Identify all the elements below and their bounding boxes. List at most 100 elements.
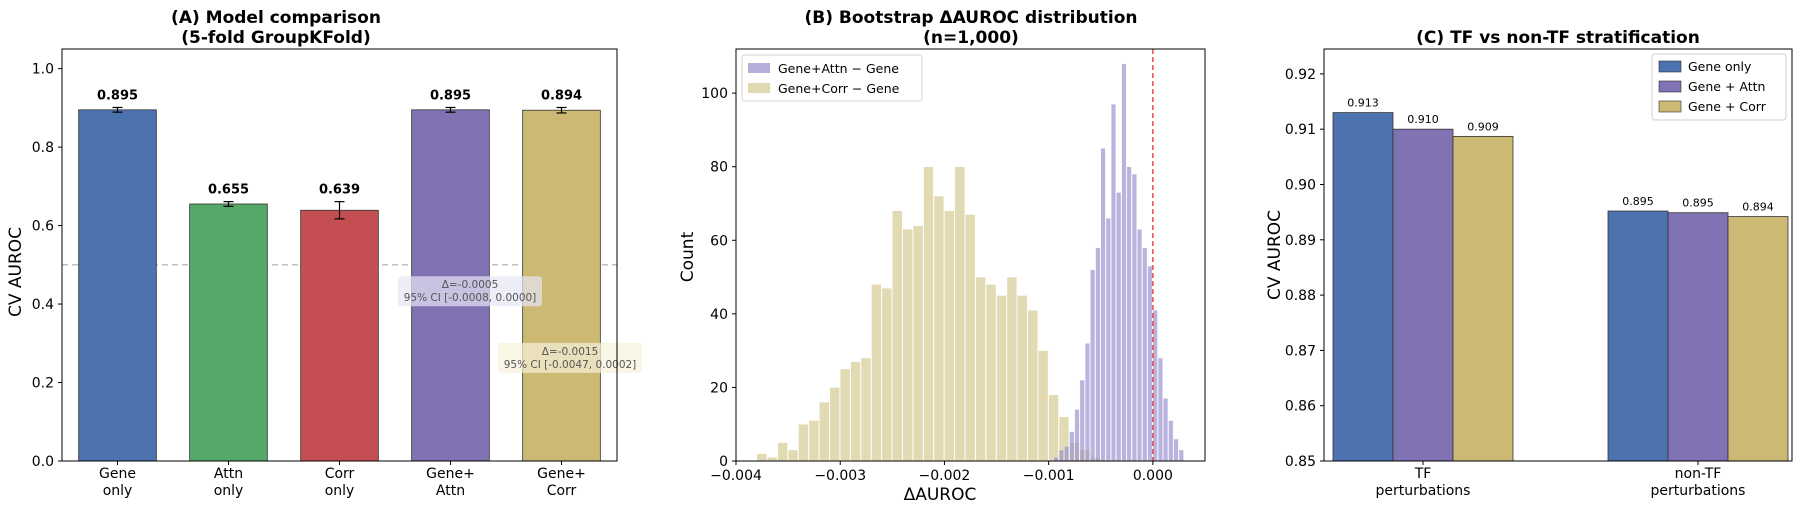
- panel-c-x-tick-label: TF: [1414, 466, 1432, 482]
- panel-c-value-label: 0.909: [1467, 120, 1499, 133]
- panel-b-x-tick-label: 0.000: [1133, 468, 1173, 484]
- panel-b-hist-bar: [1126, 166, 1132, 462]
- panel-c-legend-label: Gene + Attn: [1688, 79, 1765, 94]
- panel-a-value-label: 0.894: [541, 88, 582, 103]
- panel-c-legend-swatch: [1658, 100, 1682, 113]
- panel-c-legend: Gene only Gene + Attn Gene + Corr: [1651, 53, 1787, 121]
- panel-c-x-tick-label: perturbations: [1651, 483, 1746, 499]
- panel-c-value-label: 0.913: [1347, 97, 1379, 110]
- panel-a-bar: [78, 109, 157, 462]
- panel-b-hist-bar: [808, 420, 819, 462]
- panel-b-hist-bar: [1006, 276, 1018, 462]
- panel-b-hist-bar: [933, 195, 945, 462]
- panel-b-hist-bar: [829, 387, 840, 462]
- panel-a-x-tick-label: only: [325, 483, 355, 499]
- panel-c-legend-swatch: [1658, 60, 1682, 73]
- panel-b-hist-bar: [756, 453, 767, 462]
- panel-c-y-tick-label: 0.92: [1285, 67, 1316, 83]
- panel-b-hist-bar: [1064, 446, 1070, 462]
- panel-b-hist-bar: [1131, 173, 1137, 462]
- panel-b-hist-bar: [1173, 438, 1179, 462]
- panel-b-hist-bar: [923, 166, 934, 462]
- panel-b-hist-bar: [1163, 398, 1169, 462]
- panel-b-title: (B) Bootstrap ΔAUROC distribution: [804, 8, 1137, 28]
- panel-a-y-tick-label: 0.8: [32, 140, 54, 156]
- panel-b-hist-bar: [850, 361, 861, 462]
- panel-b-hist-bar: [954, 166, 965, 462]
- panel-c-y-tick-label: 0.90: [1285, 177, 1316, 193]
- panel-c-value-label: 0.910: [1407, 113, 1439, 126]
- panel-c-y-axis-label: CV AUROC: [1265, 210, 1285, 300]
- panel-a-y-tick-label: 1.0: [32, 62, 54, 78]
- panel-a-annotation-box: [398, 276, 542, 307]
- panel-b-hist-bar: [1157, 357, 1163, 462]
- panel-b-y-tick-label: 80: [710, 160, 728, 176]
- panel-b-hist-bar: [1110, 103, 1117, 462]
- panel-b-legend-box: [741, 54, 923, 102]
- panel-b-hist-bar: [1038, 350, 1049, 462]
- panel-a-x-tick-label: Attn: [436, 483, 465, 499]
- panel-a-annotation-box: [498, 342, 642, 373]
- panel-a-x-tick-label: Gene: [99, 466, 136, 482]
- panel-b-hist-bar: [912, 225, 924, 462]
- panel-a-x-tick-label: only: [214, 483, 244, 499]
- panel-c-value-label: 0.895: [1682, 197, 1714, 210]
- panel-a-x-tick-label: Corr: [547, 483, 577, 499]
- panel-c-bar: [1392, 128, 1454, 462]
- panel-a-model-comparison: (A) Model comparison (5-fold GroupKFold)…: [6, 8, 642, 499]
- panel-b-hist-bar: [965, 214, 976, 462]
- panel-b-hist-bar: [985, 284, 997, 462]
- panel-c-legend-label: Gene only: [1688, 59, 1752, 74]
- panel-b-hist-bar: [1058, 449, 1064, 462]
- panel-a-annotation-text: Δ=-0.0005: [442, 279, 499, 291]
- panel-a-y-tick-label: 0.2: [32, 376, 54, 392]
- panel-c-y-tick-label: 0.91: [1285, 122, 1316, 138]
- panel-b-y-tick-label: 100: [701, 86, 728, 102]
- panel-a-x-tick-label: Corr: [325, 466, 355, 482]
- panel-a-value-label: 0.895: [430, 88, 471, 103]
- panel-b-hist-bar: [996, 295, 1007, 462]
- panel-b-hist-bar: [1095, 247, 1101, 462]
- panel-b-hist-bar: [1048, 394, 1059, 462]
- panel-a-x-tick-label: Attn: [214, 466, 243, 482]
- panel-a-y-axis-label: CV AUROC: [6, 227, 26, 317]
- panel-c-x-tick-label: non-TF: [1675, 466, 1722, 482]
- panel-b-legend-label: Gene+Attn − Gene: [778, 61, 899, 76]
- panel-b-legend-label: Gene+Corr − Gene: [778, 81, 900, 96]
- panel-c-value-label: 0.895: [1622, 195, 1654, 208]
- panel-c-tf-stratification: (C) TF vs non-TF stratification CV AUROC…: [1265, 28, 1793, 499]
- panel-a-value-label: 0.639: [319, 183, 360, 198]
- panel-a-x-tick-label: only: [103, 483, 133, 499]
- panel-b-plot-frame: [735, 48, 1206, 462]
- panel-b-hist-bar: [1100, 148, 1106, 462]
- panel-c-bar: [1452, 135, 1514, 462]
- panel-b-hist-bar: [1142, 247, 1148, 462]
- panel-c-y-tick-label: 0.86: [1285, 399, 1316, 415]
- panel-b-hist-bar: [1147, 265, 1153, 462]
- panel-b-hist-bar: [798, 424, 809, 462]
- panel-b-hist-bar: [1079, 379, 1085, 462]
- panel-c-legend-box: [1651, 53, 1787, 121]
- panel-b-subtitle: (n=1,000): [923, 28, 1019, 48]
- panel-c-value-label: 0.894: [1742, 201, 1774, 214]
- panel-b-hist-bar: [1069, 431, 1075, 462]
- panel-b-hist-bar: [840, 368, 851, 462]
- panel-c-legend-swatch: [1658, 80, 1682, 93]
- panel-b-hist-bar: [902, 229, 913, 462]
- panel-a-bar: [300, 209, 379, 462]
- panel-c-bar: [1332, 112, 1394, 462]
- panel-a-x-tick-label: Gene+: [426, 466, 475, 482]
- panel-b-hist-bar: [819, 401, 830, 462]
- panel-b-legend: Gene+Attn − Gene Gene+Corr − Gene: [741, 54, 923, 102]
- panel-b-hist-bar: [1074, 409, 1080, 462]
- panel-b-hist-bar: [1017, 295, 1028, 462]
- panel-a-plot-frame: [61, 48, 618, 462]
- panel-a-annotation-text: 95% CI [-0.0047, 0.0002]: [504, 359, 637, 371]
- panel-b-y-tick-label: 20: [710, 380, 728, 396]
- panel-b-x-axis-label: ΔAUROC: [904, 485, 977, 505]
- panel-c-plot-frame: [1323, 48, 1793, 462]
- panel-b-hist-bar: [1178, 449, 1184, 462]
- panel-b-y-axis-label: Count: [678, 231, 698, 282]
- panel-c-legend-label: Gene + Corr: [1688, 99, 1767, 114]
